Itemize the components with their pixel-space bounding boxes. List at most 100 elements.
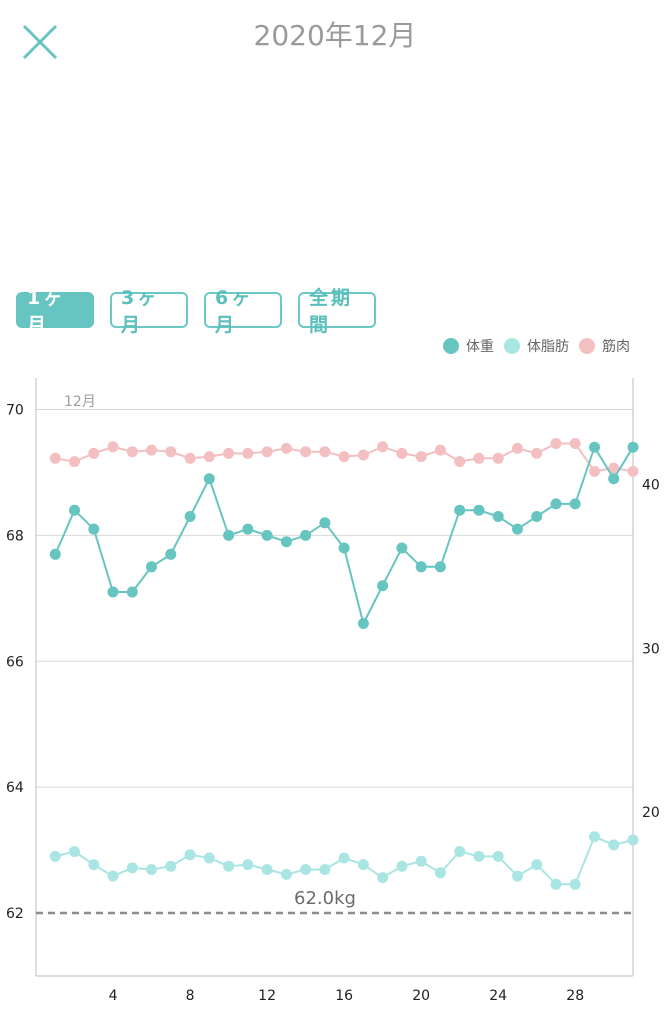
data-point-body-fat bbox=[415, 855, 427, 867]
data-point-muscle bbox=[454, 456, 466, 468]
data-point-muscle bbox=[357, 449, 369, 461]
data-point-body-fat bbox=[126, 862, 138, 874]
data-point-weight bbox=[357, 618, 369, 629]
data-point-weight bbox=[550, 498, 562, 510]
data-point-body-fat bbox=[300, 864, 312, 875]
data-point-weight bbox=[126, 586, 138, 598]
target-label: 62.0kg bbox=[294, 888, 356, 909]
close-icon bbox=[22, 24, 58, 60]
data-point-body-fat bbox=[608, 839, 620, 851]
data-point-weight bbox=[165, 548, 177, 560]
data-point-muscle bbox=[242, 447, 254, 459]
data-point-weight bbox=[396, 542, 408, 554]
tab-1-month[interactable]: 1ヶ月 bbox=[16, 287, 94, 336]
legend-label-body-fat: 体脂肪 bbox=[527, 339, 569, 355]
data-point-muscle bbox=[261, 446, 273, 458]
data-point-weight bbox=[434, 561, 446, 573]
data-point-body-fat bbox=[165, 860, 177, 872]
legend-label-weight: 体重 bbox=[466, 339, 494, 355]
data-point-body-fat bbox=[434, 867, 446, 879]
data-point-body-fat bbox=[357, 859, 369, 871]
data-point-body-fat bbox=[492, 850, 504, 862]
data-point-weight bbox=[319, 517, 331, 529]
data-point-muscle bbox=[627, 465, 639, 477]
data-point-weight bbox=[608, 473, 620, 485]
data-point-weight bbox=[49, 548, 61, 560]
data-point-muscle bbox=[338, 451, 350, 463]
data-point-body-fat bbox=[49, 850, 61, 862]
data-point-body-fat bbox=[569, 878, 581, 890]
data-point-body-fat bbox=[550, 878, 562, 890]
data-point-muscle bbox=[396, 447, 408, 459]
data-point-muscle bbox=[319, 446, 331, 458]
data-point-muscle bbox=[531, 447, 543, 459]
data-point-body-fat bbox=[627, 834, 639, 846]
data-point-body-fat bbox=[146, 864, 157, 875]
data-point-muscle bbox=[203, 451, 215, 463]
data-point-muscle bbox=[223, 447, 235, 459]
data-point-body-fat bbox=[184, 849, 196, 861]
y-right-tick-label: 20 bbox=[642, 805, 660, 821]
data-point-muscle bbox=[512, 442, 523, 454]
data-point-muscle bbox=[280, 442, 292, 454]
legend-dot-weight bbox=[443, 338, 459, 354]
data-point-muscle bbox=[49, 452, 61, 464]
tab-all-time[interactable]: 全期間 bbox=[298, 287, 376, 336]
data-point-muscle bbox=[589, 465, 600, 477]
y-left-tick-label: 70 bbox=[6, 402, 24, 418]
data-point-body-fat bbox=[396, 860, 408, 872]
y-left-tick-label: 68 bbox=[6, 528, 24, 544]
data-point-body-fat bbox=[280, 868, 292, 880]
tab-6-months[interactable]: 6ヶ月 bbox=[204, 287, 282, 336]
x-tick-label: 12 bbox=[258, 988, 276, 1004]
data-point-weight bbox=[415, 561, 427, 573]
data-point-muscle bbox=[146, 444, 157, 456]
x-tick-label: 24 bbox=[489, 988, 507, 1004]
data-point-weight bbox=[454, 504, 466, 516]
data-point-muscle bbox=[415, 451, 427, 463]
data-point-muscle bbox=[473, 452, 485, 464]
data-point-body-fat bbox=[261, 864, 273, 875]
data-point-body-fat bbox=[203, 852, 215, 864]
data-point-body-fat bbox=[512, 870, 523, 882]
x-tick-label: 28 bbox=[566, 988, 584, 1004]
legend-weight: 体重 bbox=[443, 336, 494, 356]
data-point-weight bbox=[242, 523, 254, 535]
data-point-weight bbox=[280, 536, 292, 548]
data-point-weight bbox=[338, 542, 350, 554]
data-point-weight bbox=[492, 511, 504, 522]
data-point-weight bbox=[531, 511, 543, 522]
y-left-tick-label: 64 bbox=[6, 780, 24, 796]
data-point-weight bbox=[88, 523, 100, 535]
legend-dot-muscle bbox=[579, 338, 595, 354]
data-point-muscle bbox=[550, 438, 562, 449]
x-tick-label: 8 bbox=[186, 988, 195, 1004]
data-point-muscle bbox=[492, 452, 504, 464]
data-point-body-fat bbox=[319, 864, 331, 875]
x-tick-label: 20 bbox=[412, 988, 430, 1004]
y-right-tick-label: 30 bbox=[642, 641, 660, 657]
data-point-weight bbox=[107, 586, 119, 598]
data-point-weight bbox=[146, 561, 157, 573]
data-point-muscle bbox=[569, 438, 581, 449]
data-point-muscle bbox=[608, 462, 620, 474]
data-point-body-fat bbox=[589, 831, 600, 843]
legend-body-fat: 体脂肪 bbox=[504, 336, 569, 356]
data-point-weight bbox=[589, 441, 600, 453]
tab-3-months[interactable]: 3ヶ月 bbox=[110, 287, 188, 336]
data-point-weight bbox=[627, 441, 639, 453]
y-left-tick-label: 66 bbox=[6, 654, 24, 670]
data-point-weight bbox=[261, 529, 273, 541]
data-point-weight bbox=[300, 529, 312, 541]
data-point-body-fat bbox=[377, 872, 389, 884]
legend-label-muscle: 筋肉 bbox=[602, 339, 630, 355]
data-point-body-fat bbox=[454, 846, 466, 857]
close-button[interactable] bbox=[18, 20, 62, 64]
data-point-body-fat bbox=[88, 859, 100, 871]
data-point-muscle bbox=[69, 456, 80, 468]
data-point-weight bbox=[569, 498, 581, 510]
range-tabs: 1ヶ月 3ヶ月 6ヶ月 全期間 bbox=[16, 287, 376, 336]
data-point-muscle bbox=[107, 441, 119, 453]
data-point-weight bbox=[69, 504, 80, 516]
data-point-body-fat bbox=[223, 860, 235, 872]
